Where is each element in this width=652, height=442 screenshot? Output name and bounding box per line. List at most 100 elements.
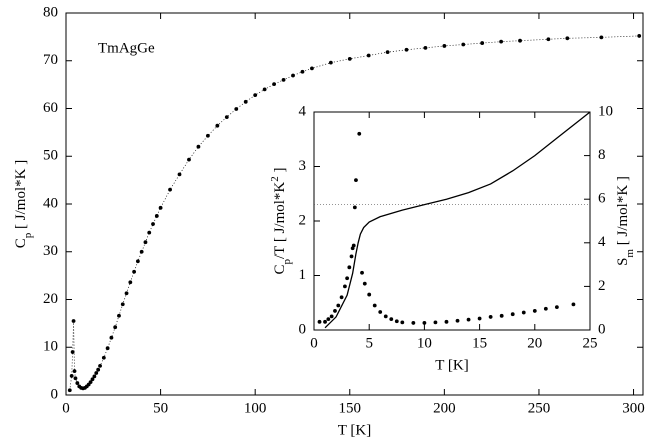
data-point	[101, 355, 106, 360]
data-point	[442, 44, 447, 48]
x-axis-label: T [K]	[338, 422, 371, 438]
label-part: p	[22, 232, 34, 238]
data-point	[72, 369, 77, 374]
y-tick-label: 30	[43, 243, 58, 259]
data-point	[132, 269, 137, 274]
entropy-line	[324, 111, 591, 329]
data-point	[154, 214, 159, 218]
data-point	[124, 291, 129, 296]
data-point	[105, 346, 110, 351]
data-point	[96, 367, 101, 372]
data-point	[637, 34, 642, 38]
label-part: [ J/mol*K ]	[13, 160, 29, 233]
data-point	[75, 381, 80, 385]
data-point	[187, 157, 191, 162]
data-point	[73, 376, 78, 381]
data-point	[372, 303, 377, 308]
x-tick-label: 250	[528, 400, 551, 416]
data-point	[328, 60, 333, 65]
data-point	[543, 306, 548, 311]
x-tick-label: 200	[433, 400, 456, 416]
data-point	[333, 309, 337, 313]
x-tick-label: 0	[310, 335, 318, 351]
label-part: ]	[272, 168, 288, 177]
data-point	[394, 319, 399, 324]
x-tick-label: 300	[622, 400, 645, 416]
data-point	[546, 37, 551, 42]
data-point	[352, 205, 357, 210]
data-point	[109, 335, 114, 340]
data-point	[94, 371, 99, 375]
data-point	[378, 310, 383, 314]
data-point	[404, 47, 409, 52]
data-point	[347, 265, 352, 270]
axis-label: Sm [ J/mol*K ]	[615, 176, 635, 266]
y-tick-label: 80	[43, 4, 58, 20]
data-point	[466, 317, 471, 322]
data-point	[196, 144, 201, 149]
data-point	[488, 315, 493, 319]
data-point	[69, 374, 74, 378]
x-tick-label: 25	[583, 335, 598, 351]
y2-tick-label: 0	[598, 321, 606, 337]
data-point	[158, 205, 163, 210]
data-point	[347, 56, 352, 61]
data-point	[135, 259, 140, 264]
data-point	[499, 313, 504, 318]
x-tick-label: 50	[153, 400, 168, 416]
y-tick-label: 4	[299, 103, 307, 119]
y-tick-label: 10	[43, 339, 58, 355]
data-point	[339, 295, 344, 300]
y2-tick-label: 2	[598, 278, 606, 294]
data-point	[357, 131, 362, 136]
data-point	[117, 313, 121, 318]
x-tick-label: 10	[417, 335, 432, 351]
label-part: p	[281, 258, 293, 264]
data-point	[92, 374, 97, 379]
data-point	[400, 320, 405, 325]
data-point	[67, 388, 72, 393]
x-tick-label: 100	[244, 400, 267, 416]
data-point	[354, 178, 358, 183]
y2-tick-label: 10	[598, 103, 613, 119]
data-point	[360, 270, 364, 275]
data-point	[532, 309, 537, 313]
y2-tick-label: 4	[598, 234, 606, 250]
data-point	[521, 310, 526, 315]
y-tick-label: 60	[43, 100, 58, 116]
data-point	[565, 36, 570, 41]
data-point	[480, 41, 485, 45]
y-tick-label: 50	[43, 148, 58, 164]
data-point	[389, 317, 394, 321]
y-tick-label: 70	[43, 52, 58, 68]
data-point	[383, 314, 388, 319]
data-point	[177, 172, 182, 177]
data-point	[120, 302, 125, 307]
label-part: C	[13, 238, 29, 248]
data-point	[477, 316, 482, 321]
label-part: m	[624, 249, 636, 258]
data-point	[351, 243, 356, 248]
data-point	[70, 350, 75, 354]
data-point	[291, 73, 295, 78]
data-point	[510, 312, 515, 317]
label-part: 2	[269, 176, 281, 182]
data-point	[323, 319, 327, 324]
x-tick-label: 0	[62, 400, 70, 416]
y2-tick-label: 6	[598, 191, 606, 207]
data-point	[326, 317, 331, 321]
x-tick-label: 15	[472, 335, 487, 351]
x-tick-label: 5	[365, 335, 373, 351]
data-point	[336, 303, 341, 308]
y-tick-label: 20	[43, 291, 58, 307]
x-tick-label: 150	[339, 400, 362, 416]
y-tick-label: 0	[51, 386, 59, 402]
data-point	[90, 377, 95, 382]
data-point	[88, 380, 93, 385]
x-axis-label: T [K]	[435, 357, 468, 373]
data-point	[224, 115, 229, 119]
data-point	[499, 39, 504, 44]
x-tick-label: 20	[527, 335, 542, 351]
data-point	[461, 42, 466, 47]
